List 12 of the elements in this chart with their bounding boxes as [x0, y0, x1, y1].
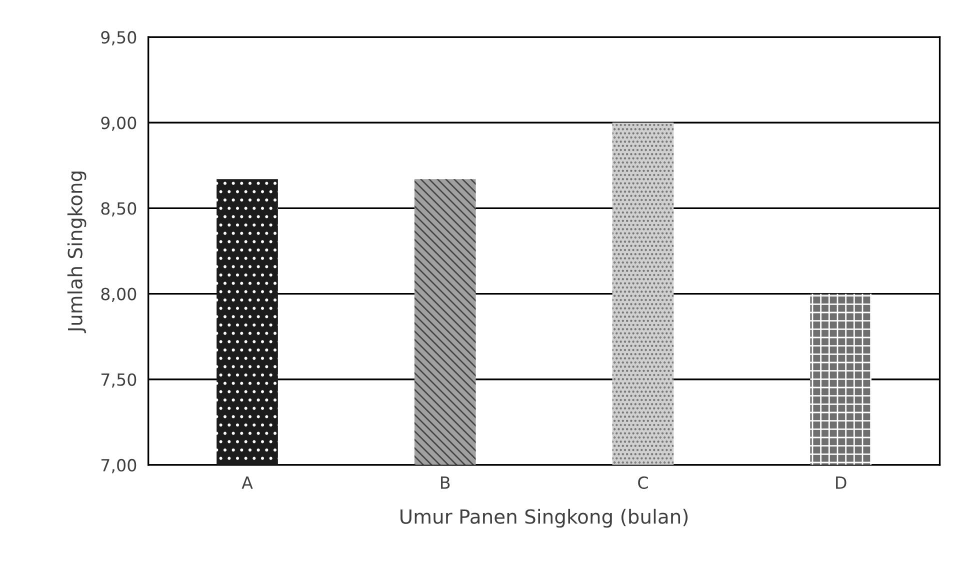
- y-axis-title: Jumlah Singkong: [67, 172, 86, 334]
- x-tick-label: D: [836, 476, 846, 489]
- y-tick-label: 9,50: [101, 31, 136, 46]
- x-tick-label: C: [638, 476, 648, 489]
- x-axis-title: Umur Panen Singkong (bulan): [400, 508, 688, 528]
- y-tick-label: 8,00: [101, 288, 136, 302]
- y-tick-label: 8,50: [101, 202, 136, 216]
- x-tick-label: A: [242, 476, 253, 489]
- x-tick-label: B: [441, 476, 450, 489]
- y-tick-label: 7,00: [101, 458, 136, 474]
- y-tick-label: 9,00: [101, 116, 136, 131]
- y-tick-label: 7,50: [101, 373, 136, 388]
